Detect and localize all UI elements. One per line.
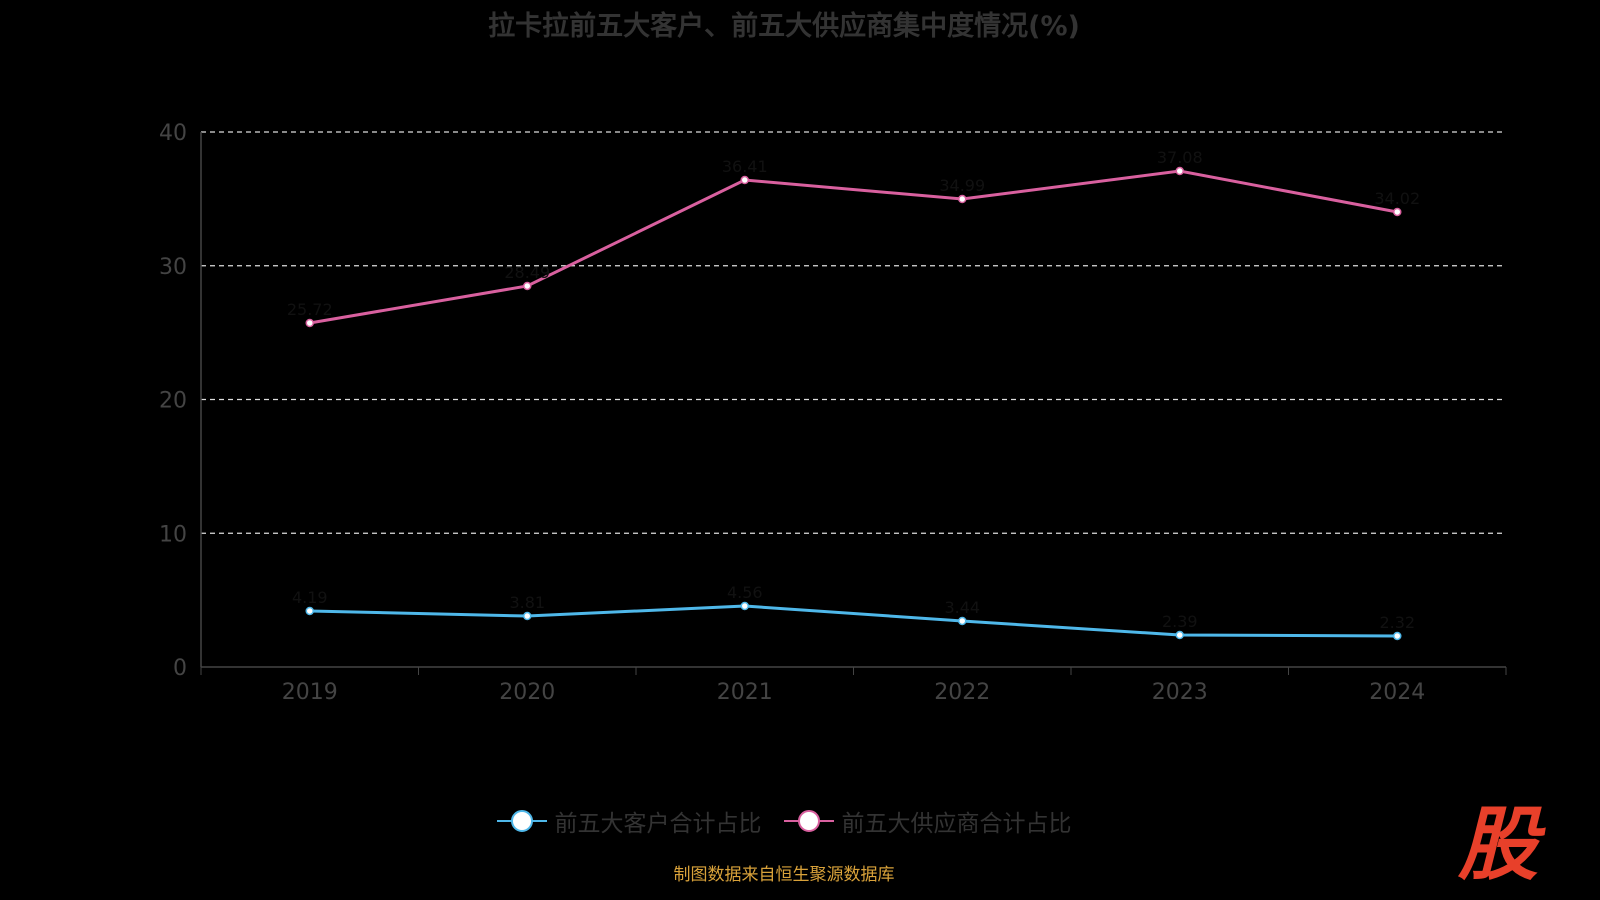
data-label: 34.02 xyxy=(1374,189,1420,208)
x-tick-label: 2022 xyxy=(934,680,990,705)
data-point xyxy=(523,281,532,291)
legend-item-customers[interactable]: 前五大客户合计占比 xyxy=(496,804,762,838)
series-line xyxy=(309,169,1398,325)
source-note: 制图数据来自恒生聚源数据库 xyxy=(673,865,895,885)
data-label: 34.99 xyxy=(939,176,985,195)
x-tick-label: 2024 xyxy=(1369,680,1425,705)
data-point xyxy=(958,194,967,204)
y-tick-label: 10 xyxy=(159,522,187,547)
data-point xyxy=(740,175,749,185)
data-label: 2.39 xyxy=(1162,612,1198,631)
x-tick-label: 2019 xyxy=(282,680,338,705)
y-tick-label: 40 xyxy=(159,121,187,146)
logo: 股 xyxy=(1458,798,1538,891)
y-tick-label: 20 xyxy=(159,389,187,414)
data-point xyxy=(1175,166,1184,176)
data-point xyxy=(305,318,314,328)
data-label: 25.72 xyxy=(287,300,333,319)
series-line xyxy=(309,604,1398,638)
data-label: 3.44 xyxy=(944,598,980,617)
legend-item-suppliers[interactable]: 前五大供应商合计占比 xyxy=(783,804,1072,838)
data-point xyxy=(1393,207,1402,217)
data-label: 3.81 xyxy=(509,593,545,612)
data-point xyxy=(958,616,967,626)
chart-title: 拉卡拉前五大客户、前五大供应商集中度情况(%) xyxy=(488,11,1080,42)
data-point xyxy=(305,606,314,616)
y-tick-label: 30 xyxy=(159,255,187,280)
data-label: 28.49 xyxy=(504,263,550,282)
data-label: 36.41 xyxy=(722,157,768,176)
legend-label: 前五大供应商合计占比 xyxy=(841,811,1072,837)
data-label: 37.08 xyxy=(1157,148,1203,167)
data-point xyxy=(523,611,532,621)
data-point xyxy=(1175,630,1184,640)
x-tick-label: 2021 xyxy=(717,680,773,705)
data-label: 4.19 xyxy=(292,588,328,607)
x-tick-label: 2020 xyxy=(499,680,555,705)
data-label: 4.56 xyxy=(727,583,763,602)
x-tick-label: 2023 xyxy=(1152,680,1208,705)
data-point xyxy=(1393,631,1402,641)
legend-label: 前五大客户合计占比 xyxy=(554,811,762,837)
legend: 前五大客户合计占比 前五大供应商合计占比 xyxy=(0,804,1568,838)
y-tick-label: 0 xyxy=(173,656,187,681)
data-label: 2.32 xyxy=(1379,613,1415,632)
data-point xyxy=(740,601,749,611)
